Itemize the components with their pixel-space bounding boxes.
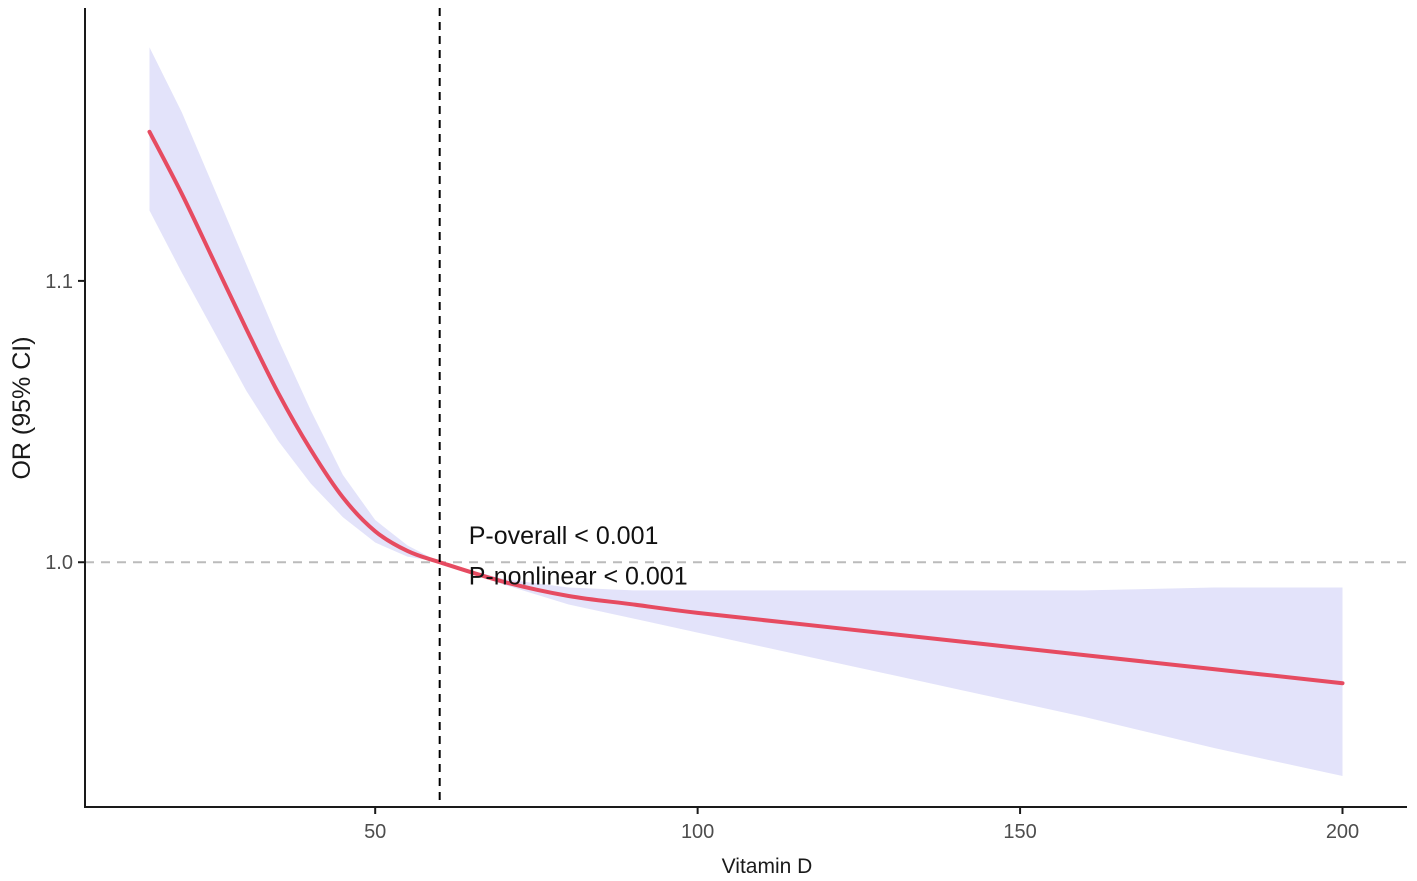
y-axis-title: OR (95% CI): [8, 336, 36, 479]
x-tick-label: 50: [364, 821, 386, 843]
confidence-band: [149, 47, 1343, 777]
or-curve: [147, 129, 1345, 686]
y-tick-label: 1.0: [45, 552, 73, 574]
x-axis-title: Vitamin D: [722, 855, 813, 878]
p-value-annotation: P-nonlinear < 0.001: [469, 563, 688, 591]
p-value-annotation: P-overall < 0.001: [469, 522, 659, 550]
y-tick-label: 1.1: [45, 271, 73, 293]
x-tick-label: 100: [681, 821, 714, 843]
plot-area: 50 100 150 200 1.0 1.1 P-overall < 0.001 P-nonl…: [45, 8, 1407, 843]
x-tick-label: 200: [1326, 821, 1359, 843]
x-tick-label: 150: [1003, 821, 1036, 843]
